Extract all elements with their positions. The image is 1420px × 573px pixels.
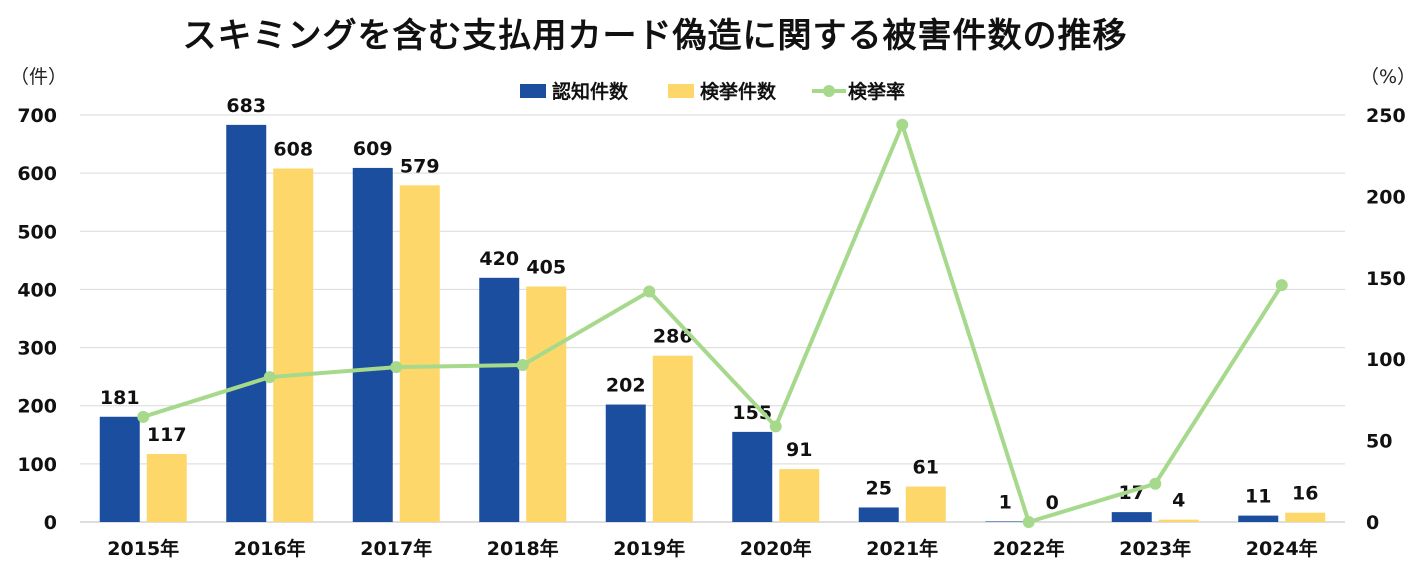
bar-ninchi xyxy=(858,507,899,522)
bar-kenkyo xyxy=(905,486,946,522)
bar-ninchi xyxy=(1111,512,1152,522)
bar-ninchi xyxy=(479,277,520,522)
legend-item: 検挙件数 xyxy=(668,80,777,103)
right-axis-tick-label: 50 xyxy=(1366,431,1392,453)
legend-label: 認知件数 xyxy=(552,80,629,103)
data-label: 181 xyxy=(100,387,140,409)
right-axis-tick-label: 200 xyxy=(1366,186,1406,208)
bar-ninchi xyxy=(352,167,393,522)
x-axis-tick-label: 2019年 xyxy=(613,537,685,560)
data-label: 4 xyxy=(1172,490,1185,512)
legend-swatch xyxy=(668,84,694,98)
left-axis-tick-label: 0 xyxy=(44,512,57,534)
bar-kenkyo xyxy=(1158,519,1199,522)
data-label: 579 xyxy=(400,155,440,177)
bar-ninchi xyxy=(985,521,1026,522)
data-label: 286 xyxy=(653,326,693,348)
legend-label: 検挙率 xyxy=(848,80,905,103)
x-axis-tick-label: 2021年 xyxy=(866,537,938,560)
left-axis-tick-label: 300 xyxy=(17,338,57,360)
bar-kenkyo xyxy=(146,453,187,522)
left-axis-unit: （件） xyxy=(10,66,68,88)
line-point xyxy=(769,420,782,433)
line-point xyxy=(1022,516,1035,528)
bar-kenkyo xyxy=(399,185,440,523)
legend-item: 検挙率 xyxy=(812,80,905,103)
data-label: 405 xyxy=(526,257,566,279)
data-label: 608 xyxy=(273,138,313,160)
left-axis-tick-label: 700 xyxy=(17,105,57,127)
x-axis-tick-label: 2023年 xyxy=(1119,537,1191,560)
bar-kenkyo xyxy=(526,286,567,522)
left-axis-tick-label: 600 xyxy=(17,163,57,185)
data-label: 1 xyxy=(999,491,1012,513)
line-kenkyoritsu xyxy=(142,122,1284,524)
right-axis-tick-label: 250 xyxy=(1366,105,1406,127)
data-label: 91 xyxy=(786,439,812,461)
right-axis-tick-label: 100 xyxy=(1366,349,1406,371)
line-point xyxy=(1275,279,1288,292)
data-label: 16 xyxy=(1292,483,1318,505)
data-label: 117 xyxy=(147,424,187,446)
line-point xyxy=(263,371,276,384)
bar-ninchi xyxy=(99,416,140,522)
data-label: 683 xyxy=(226,95,266,117)
data-label: 609 xyxy=(353,138,393,160)
line-point xyxy=(1149,477,1162,490)
right-axis-tick-label: 0 xyxy=(1366,512,1379,534)
x-axis-tick-label: 2018年 xyxy=(487,537,559,560)
data-label: 155 xyxy=(732,402,772,424)
bar-kenkyo xyxy=(273,168,314,522)
legend-marker xyxy=(823,85,835,97)
x-axis-tick-label: 2024年 xyxy=(1246,537,1318,560)
line-point xyxy=(516,359,529,372)
right-axis-unit: （%） xyxy=(1360,66,1417,88)
line-point xyxy=(137,410,150,423)
data-label: 61 xyxy=(913,457,939,479)
bar-kenkyo xyxy=(652,355,693,522)
left-axis-tick-label: 500 xyxy=(17,221,57,243)
data-label: 0 xyxy=(1046,492,1059,514)
x-axis-tick-label: 2022年 xyxy=(993,537,1065,560)
line-point xyxy=(643,285,656,298)
x-axis-tick-label: 2016年 xyxy=(234,537,306,560)
data-label: 420 xyxy=(479,248,519,270)
legend-label: 検挙件数 xyxy=(700,80,777,103)
chart-title: スキミングを含む支払用カード偽造に関する被害件数の推移 xyxy=(182,16,1128,56)
bar-ninchi xyxy=(605,404,646,522)
legend-item: 認知件数 xyxy=(520,80,629,103)
bar-ninchi xyxy=(226,124,267,523)
bar-kenkyo xyxy=(779,469,820,522)
left-axis-tick-label: 200 xyxy=(17,396,57,418)
legend-swatch xyxy=(520,84,546,98)
x-axis-tick-label: 2020年 xyxy=(740,537,812,560)
bar-ninchi xyxy=(732,431,773,522)
line-point xyxy=(390,361,403,374)
left-axis-tick-label: 400 xyxy=(17,279,57,301)
data-label: 11 xyxy=(1245,486,1271,508)
x-axis-tick-label: 2017年 xyxy=(360,537,432,560)
x-axis-tick-label: 2015年 xyxy=(107,537,179,560)
left-axis-tick-label: 100 xyxy=(17,454,57,476)
line-point xyxy=(896,118,909,131)
bar-kenkyo xyxy=(1285,512,1326,522)
right-axis-tick-label: 150 xyxy=(1366,268,1406,290)
bar-ninchi xyxy=(1238,515,1279,522)
data-label: 202 xyxy=(606,375,646,397)
data-label: 25 xyxy=(866,477,892,499)
